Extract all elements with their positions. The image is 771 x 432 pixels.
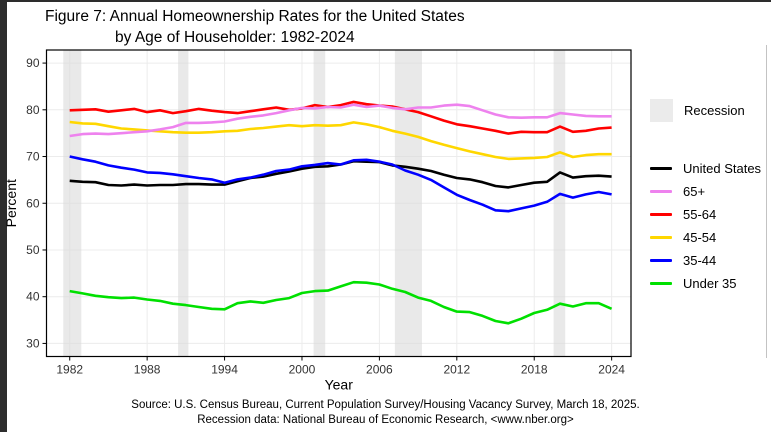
legend-key-line — [650, 236, 672, 239]
y-tick-label: 60 — [26, 196, 40, 210]
x-tick-label: 1982 — [56, 363, 83, 377]
y-tick-label: 70 — [26, 150, 40, 164]
series-line-35-44 — [69, 155, 612, 213]
window-edge-left — [0, 0, 7, 432]
figure-title: Figure 7: Annual Homeownership Rates for… — [45, 6, 465, 48]
x-tick-label: 2012 — [443, 363, 470, 377]
legend-item-label: 35-44 — [683, 253, 717, 268]
y-tick-label: 80 — [26, 103, 40, 117]
window-edge-top — [0, 0, 771, 2]
source-note: Source: U.S. Census Bureau, Current Popu… — [0, 398, 771, 428]
recession-band — [553, 50, 566, 357]
source-line1: Source: U.S. Census Bureau, Current Popu… — [131, 399, 640, 411]
chart-legend: Recession United States 65+ 55-64 45-54 35-4… — [650, 99, 768, 295]
recession-label: Recession — [684, 103, 745, 118]
series-line-65- — [69, 103, 612, 138]
source-line2: Recession data: National Bureau of Econo… — [197, 414, 574, 426]
figure-title-line2: by Age of Householder: 1982-2024 — [115, 29, 355, 46]
legend-item-label: Under 35 — [683, 276, 737, 291]
y-tick-label: 30 — [26, 336, 40, 350]
legend-item-55-64: 55-64 — [650, 203, 768, 226]
recession-band — [313, 50, 326, 357]
legend-item-65-: 65+ — [650, 180, 768, 203]
y-tick-label: 40 — [26, 290, 40, 304]
x-tick-label: 1988 — [134, 363, 161, 377]
legend-key-line — [650, 167, 672, 170]
y-tick-label: 90 — [26, 56, 40, 70]
y-tick-label: 50 — [26, 243, 40, 257]
x-tick-label: 1994 — [211, 363, 238, 377]
series-line-55-64 — [69, 100, 612, 135]
legend-item-35-44: 35-44 — [650, 249, 768, 272]
legend-item-label: 55-64 — [683, 207, 717, 222]
recession-swatch — [650, 99, 673, 122]
x-tick-label: 2006 — [366, 363, 393, 377]
y-axis-title: Percent — [3, 179, 19, 227]
legend-series-entries: United States 65+ 55-64 45-54 35-44 Under 35 — [650, 157, 768, 295]
legend-item-label: 45-54 — [683, 230, 717, 245]
legend-item-45-54: 45-54 — [650, 226, 768, 249]
x-tick-label: 2000 — [289, 363, 316, 377]
figure-title-line1: Figure 7: Annual Homeownership Rates for… — [45, 8, 465, 25]
legend-key-line — [650, 259, 672, 262]
recession-band — [178, 50, 189, 357]
x-tick-label: 2024 — [598, 363, 625, 377]
x-tick-label: 2018 — [521, 363, 548, 377]
x-axis-title: Year — [325, 377, 354, 393]
legend-item-label: United States — [683, 161, 762, 176]
legend-item-united-states: United States — [650, 157, 768, 180]
legend-key-line — [650, 190, 672, 193]
recession-band — [63, 50, 82, 357]
series-line-under-35 — [69, 280, 613, 325]
recession-band — [394, 50, 422, 357]
legend-item-under-35: Under 35 — [650, 272, 768, 295]
legend-key-line — [650, 213, 672, 216]
legend-key-line — [650, 282, 672, 285]
legend-recession-entry: Recession — [650, 99, 768, 122]
legend-item-label: 65+ — [683, 184, 706, 199]
series-line-45-54 — [69, 120, 612, 161]
